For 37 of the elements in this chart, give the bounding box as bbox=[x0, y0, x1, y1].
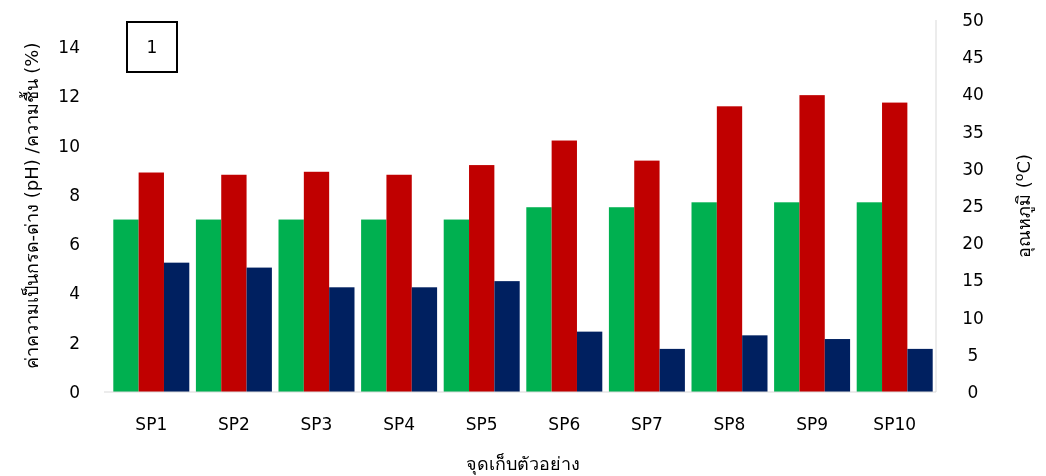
x-tick-label: SP6 bbox=[548, 414, 581, 434]
y-tick-label: 0 bbox=[69, 382, 80, 402]
y-tick-label: 6 bbox=[69, 234, 80, 255]
x-tick-label: SP8 bbox=[713, 414, 746, 434]
x-tick-label: SP1 bbox=[135, 414, 168, 434]
x-axis-title: จุดเก็บตัวอย่าง bbox=[466, 452, 580, 475]
bar bbox=[659, 348, 685, 392]
y-tick-label: 10 bbox=[58, 135, 80, 156]
y-tick-label: 14 bbox=[58, 37, 80, 58]
y2-tick-label: 5 bbox=[967, 344, 979, 365]
bar bbox=[824, 339, 851, 392]
y-axis-title: ค่าความเป็นกรด-ด่าง (pH) /ความชื้น (%) bbox=[19, 42, 42, 370]
y2-tick-label: 50 bbox=[962, 10, 984, 30]
bar bbox=[907, 348, 933, 392]
y-tick-label: 4 bbox=[69, 283, 80, 304]
x-tick-label: SP7 bbox=[630, 414, 663, 434]
x-tick-label: SP9 bbox=[796, 414, 829, 434]
x-tick-label: SP5 bbox=[465, 414, 498, 434]
annotation: 1 bbox=[146, 37, 158, 57]
x-tick-label: SP3 bbox=[300, 414, 333, 434]
y-tick-label: 2 bbox=[69, 332, 80, 353]
y-tick-label: 12 bbox=[58, 86, 80, 107]
y2-tick-label: 25 bbox=[962, 196, 984, 216]
y2-tick-label: 45 bbox=[962, 47, 984, 68]
y2-tick-label: 35 bbox=[962, 121, 984, 142]
y2-tick-label: 0 bbox=[967, 382, 979, 402]
y2-tick-label: 20 bbox=[962, 233, 984, 254]
y2-tick-label: 30 bbox=[962, 158, 984, 179]
y2-tick-label: 15 bbox=[962, 270, 984, 291]
x-tick-label: SP2 bbox=[217, 414, 250, 434]
x-tick-label: SP4 bbox=[383, 414, 416, 434]
y-tick-label: 8 bbox=[69, 184, 80, 205]
x-tick-label: SP10 bbox=[873, 414, 917, 434]
bar bbox=[742, 335, 768, 392]
y2-tick-label: 40 bbox=[962, 84, 984, 105]
y2-tick-label: 10 bbox=[962, 307, 984, 328]
bar bbox=[576, 331, 603, 392]
